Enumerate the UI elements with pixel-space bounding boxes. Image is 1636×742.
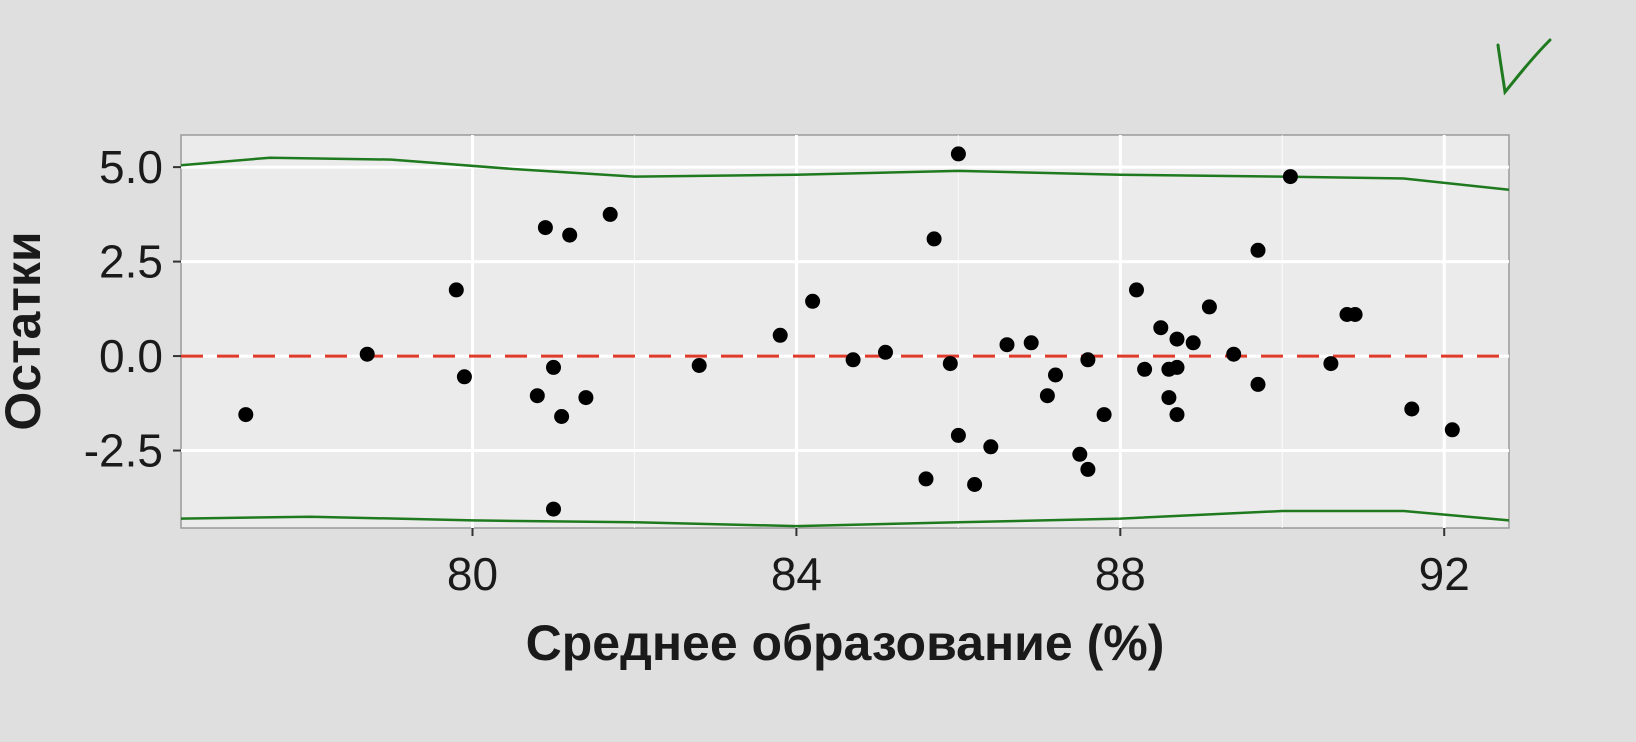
data-point-16 (878, 344, 893, 360)
data-point-25 (1023, 335, 1039, 351)
y-tick-label-0: 5.0 (99, 141, 163, 193)
y-tick-label-3: -2.5 (84, 425, 163, 477)
data-point-24 (999, 337, 1015, 353)
y-tick-label-2: 0.0 (99, 330, 163, 382)
data-points (238, 146, 1460, 517)
upper-envelope-curve (180, 156, 1510, 192)
x-tick-label-0: 80 (447, 548, 498, 600)
data-point-49 (1404, 401, 1420, 417)
data-point-34 (1153, 320, 1169, 336)
data-point-3 (456, 369, 472, 385)
data-point-15 (845, 352, 861, 368)
data-point-6 (546, 359, 561, 375)
lower-envelope-curve (180, 509, 1510, 528)
data-point-11 (602, 206, 618, 222)
data-point-14 (805, 293, 821, 309)
data-point-2 (448, 282, 464, 298)
data-point-38 (1169, 407, 1185, 423)
data-point-41 (1201, 299, 1217, 315)
data-point-28 (1072, 446, 1088, 462)
data-point-50 (1444, 422, 1460, 438)
data-point-12 (691, 358, 707, 373)
data-point-27 (1048, 367, 1063, 383)
data-point-10 (578, 390, 594, 406)
data-point-30 (1080, 352, 1096, 368)
data-point-5 (537, 220, 553, 236)
data-point-36 (1161, 390, 1177, 406)
data-point-9 (562, 227, 578, 243)
data-point-46 (1323, 356, 1339, 372)
data-point-43 (1250, 242, 1266, 258)
data-point-26 (1039, 388, 1055, 404)
y-axis-title: Остатки (0, 231, 51, 430)
data-point-22 (967, 477, 983, 492)
data-point-19 (942, 356, 958, 372)
data-point-48 (1347, 307, 1363, 322)
data-point-40 (1185, 335, 1201, 351)
data-point-4 (529, 388, 545, 404)
plot-panel (180, 134, 1510, 529)
data-point-0 (238, 407, 254, 423)
data-point-18 (926, 231, 942, 247)
data-point-33 (1137, 361, 1153, 377)
data-point-42 (1226, 346, 1242, 362)
data-point-20 (950, 146, 966, 162)
x-tick-label-3: 92 (1419, 548, 1470, 600)
data-point-44 (1250, 376, 1266, 392)
x-axis-ticks: 80 84 88 92 (447, 528, 1470, 600)
y-tick-label-1: 2.5 (99, 236, 163, 288)
data-point-32 (1129, 282, 1144, 298)
data-point-8 (554, 409, 570, 424)
handwritten-checkmark-icon (1496, 38, 1552, 96)
x-tick-label-2: 88 (1095, 548, 1146, 600)
data-point-23 (983, 439, 999, 455)
data-point-29 (1080, 461, 1096, 477)
data-point-1 (359, 346, 375, 362)
data-point-13 (772, 327, 788, 343)
data-point-7 (546, 501, 561, 517)
data-point-45 (1282, 169, 1298, 185)
x-axis-title: Среднее образование (%) (526, 615, 1165, 671)
data-point-21 (950, 427, 966, 443)
y-axis-ticks: 5.0 2.5 0.0 -2.5 (84, 141, 181, 477)
data-point-39 (1169, 331, 1185, 347)
confidence-envelope (180, 156, 1510, 528)
data-point-31 (1096, 407, 1112, 423)
data-point-37 (1169, 359, 1185, 375)
x-tick-label-1: 84 (771, 548, 822, 600)
data-point-17 (918, 471, 934, 487)
